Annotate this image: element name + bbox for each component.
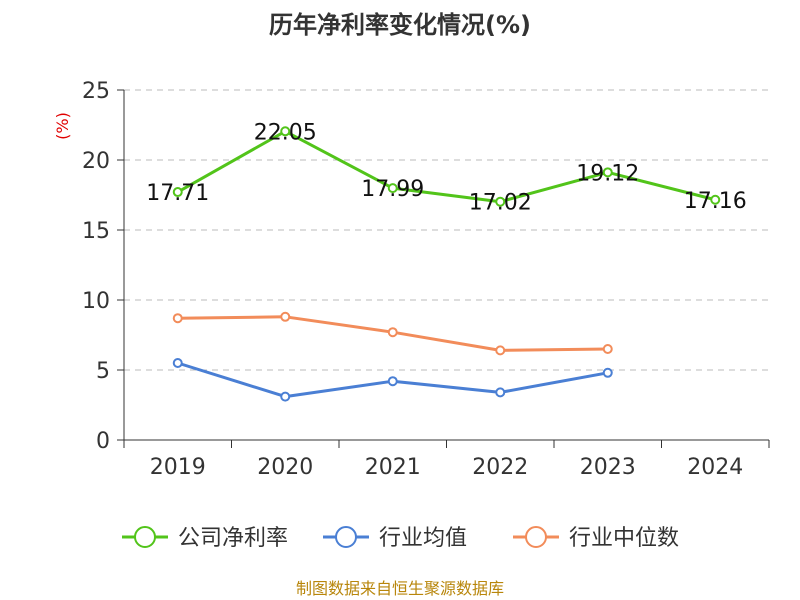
legend-item-0: 公司净利率 — [122, 526, 288, 551]
y-tick-label: 5 — [96, 359, 110, 384]
data-point — [602, 367, 613, 378]
source-note: 制图数据来自恒生聚源数据库 — [296, 579, 504, 598]
data-point — [495, 387, 506, 398]
legend-marker — [134, 526, 156, 548]
x-tick-label: 2019 — [150, 455, 206, 480]
data-point — [280, 391, 291, 402]
x-tick-label: 2020 — [257, 455, 313, 480]
x-tick-label: 2023 — [580, 455, 636, 480]
data-label: 22.05 — [254, 120, 317, 145]
data-label: 17.99 — [361, 177, 424, 202]
legend-marker — [525, 526, 547, 548]
legend-label: 行业中位数 — [569, 526, 679, 551]
data-point — [172, 313, 183, 324]
data-point — [602, 167, 613, 178]
chart-title: 历年净利率变化情况(%) — [269, 11, 531, 39]
y-tick-label: 0 — [96, 429, 110, 454]
data-point — [280, 126, 291, 137]
data-labels: 17.71 22.05 17.99 17.02 19.12 17.16 — [146, 120, 746, 215]
data-label: 19.12 — [576, 161, 639, 186]
legend-label: 公司净利率 — [178, 526, 288, 551]
legend-item-2: 行业中位数 — [513, 526, 679, 551]
y-tick-label: 10 — [82, 289, 110, 314]
data-point — [387, 327, 398, 338]
data-point — [602, 344, 613, 354]
data-label: 17.02 — [469, 191, 532, 216]
y-tick-label: 15 — [82, 219, 110, 244]
series-line-0 — [177, 129, 716, 204]
x-tick-label: 2021 — [365, 455, 421, 480]
data-label: 17.16 — [684, 189, 747, 214]
data-point — [495, 345, 506, 356]
legend: 公司净利率 行业均值 行业中位数 — [122, 526, 679, 551]
y-axis-unit-label: (%) — [53, 112, 72, 140]
data-point — [387, 183, 398, 194]
y-tick-label: 20 — [82, 149, 110, 174]
data-point — [710, 194, 721, 205]
legend-label: 行业均值 — [379, 526, 467, 551]
x-tick-label: 2022 — [472, 455, 528, 480]
x-tick-label: 2024 — [687, 455, 743, 480]
series-points — [172, 126, 721, 402]
legend-item-1: 行业均值 — [323, 526, 467, 551]
legend-marker — [335, 526, 357, 548]
axes: 0 5 10 15 20 25 2019 2020 2021 2022 2023 2024 — [82, 79, 770, 480]
data-label: 17.71 — [146, 181, 209, 206]
y-tick-label: 25 — [82, 79, 110, 104]
data-point — [387, 376, 398, 387]
data-point — [495, 196, 506, 207]
grid-lines — [124, 89, 769, 371]
data-point — [280, 311, 291, 322]
data-point — [172, 358, 183, 368]
data-point — [172, 187, 183, 198]
